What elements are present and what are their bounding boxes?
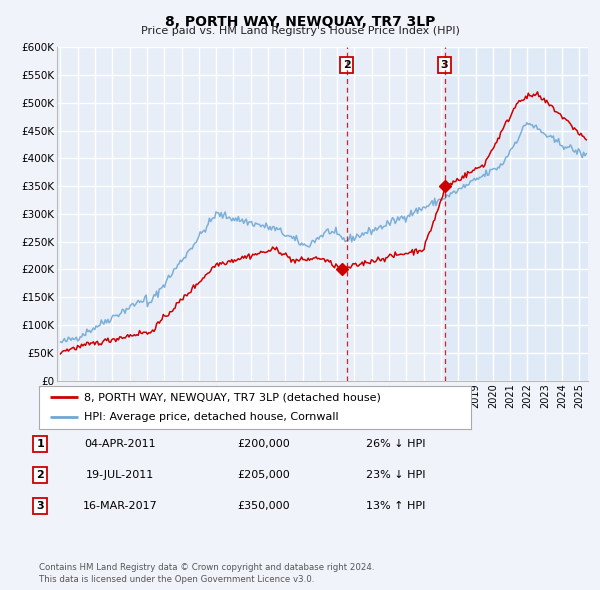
Text: 26% ↓ HPI: 26% ↓ HPI xyxy=(366,439,426,448)
Text: HPI: Average price, detached house, Cornwall: HPI: Average price, detached house, Corn… xyxy=(85,412,339,422)
Text: 16-MAR-2017: 16-MAR-2017 xyxy=(83,502,157,511)
Text: 19-JUL-2011: 19-JUL-2011 xyxy=(86,470,154,480)
Text: 3: 3 xyxy=(37,502,44,511)
Text: £205,000: £205,000 xyxy=(238,470,290,480)
Text: 2: 2 xyxy=(343,60,350,70)
Text: 13% ↑ HPI: 13% ↑ HPI xyxy=(367,502,425,511)
Text: 8, PORTH WAY, NEWQUAY, TR7 3LP: 8, PORTH WAY, NEWQUAY, TR7 3LP xyxy=(165,15,435,30)
Text: 23% ↓ HPI: 23% ↓ HPI xyxy=(366,470,426,480)
Text: 2: 2 xyxy=(37,470,44,480)
Text: 8, PORTH WAY, NEWQUAY, TR7 3LP (detached house): 8, PORTH WAY, NEWQUAY, TR7 3LP (detached… xyxy=(85,392,381,402)
Text: Contains HM Land Registry data © Crown copyright and database right 2024.
This d: Contains HM Land Registry data © Crown c… xyxy=(39,563,374,584)
Text: 1: 1 xyxy=(37,439,44,448)
Text: 3: 3 xyxy=(441,60,448,70)
Text: £350,000: £350,000 xyxy=(238,502,290,511)
Text: £200,000: £200,000 xyxy=(238,439,290,448)
Bar xyxy=(445,47,588,381)
Text: 04-APR-2011: 04-APR-2011 xyxy=(84,439,156,448)
Text: Price paid vs. HM Land Registry's House Price Index (HPI): Price paid vs. HM Land Registry's House … xyxy=(140,26,460,36)
